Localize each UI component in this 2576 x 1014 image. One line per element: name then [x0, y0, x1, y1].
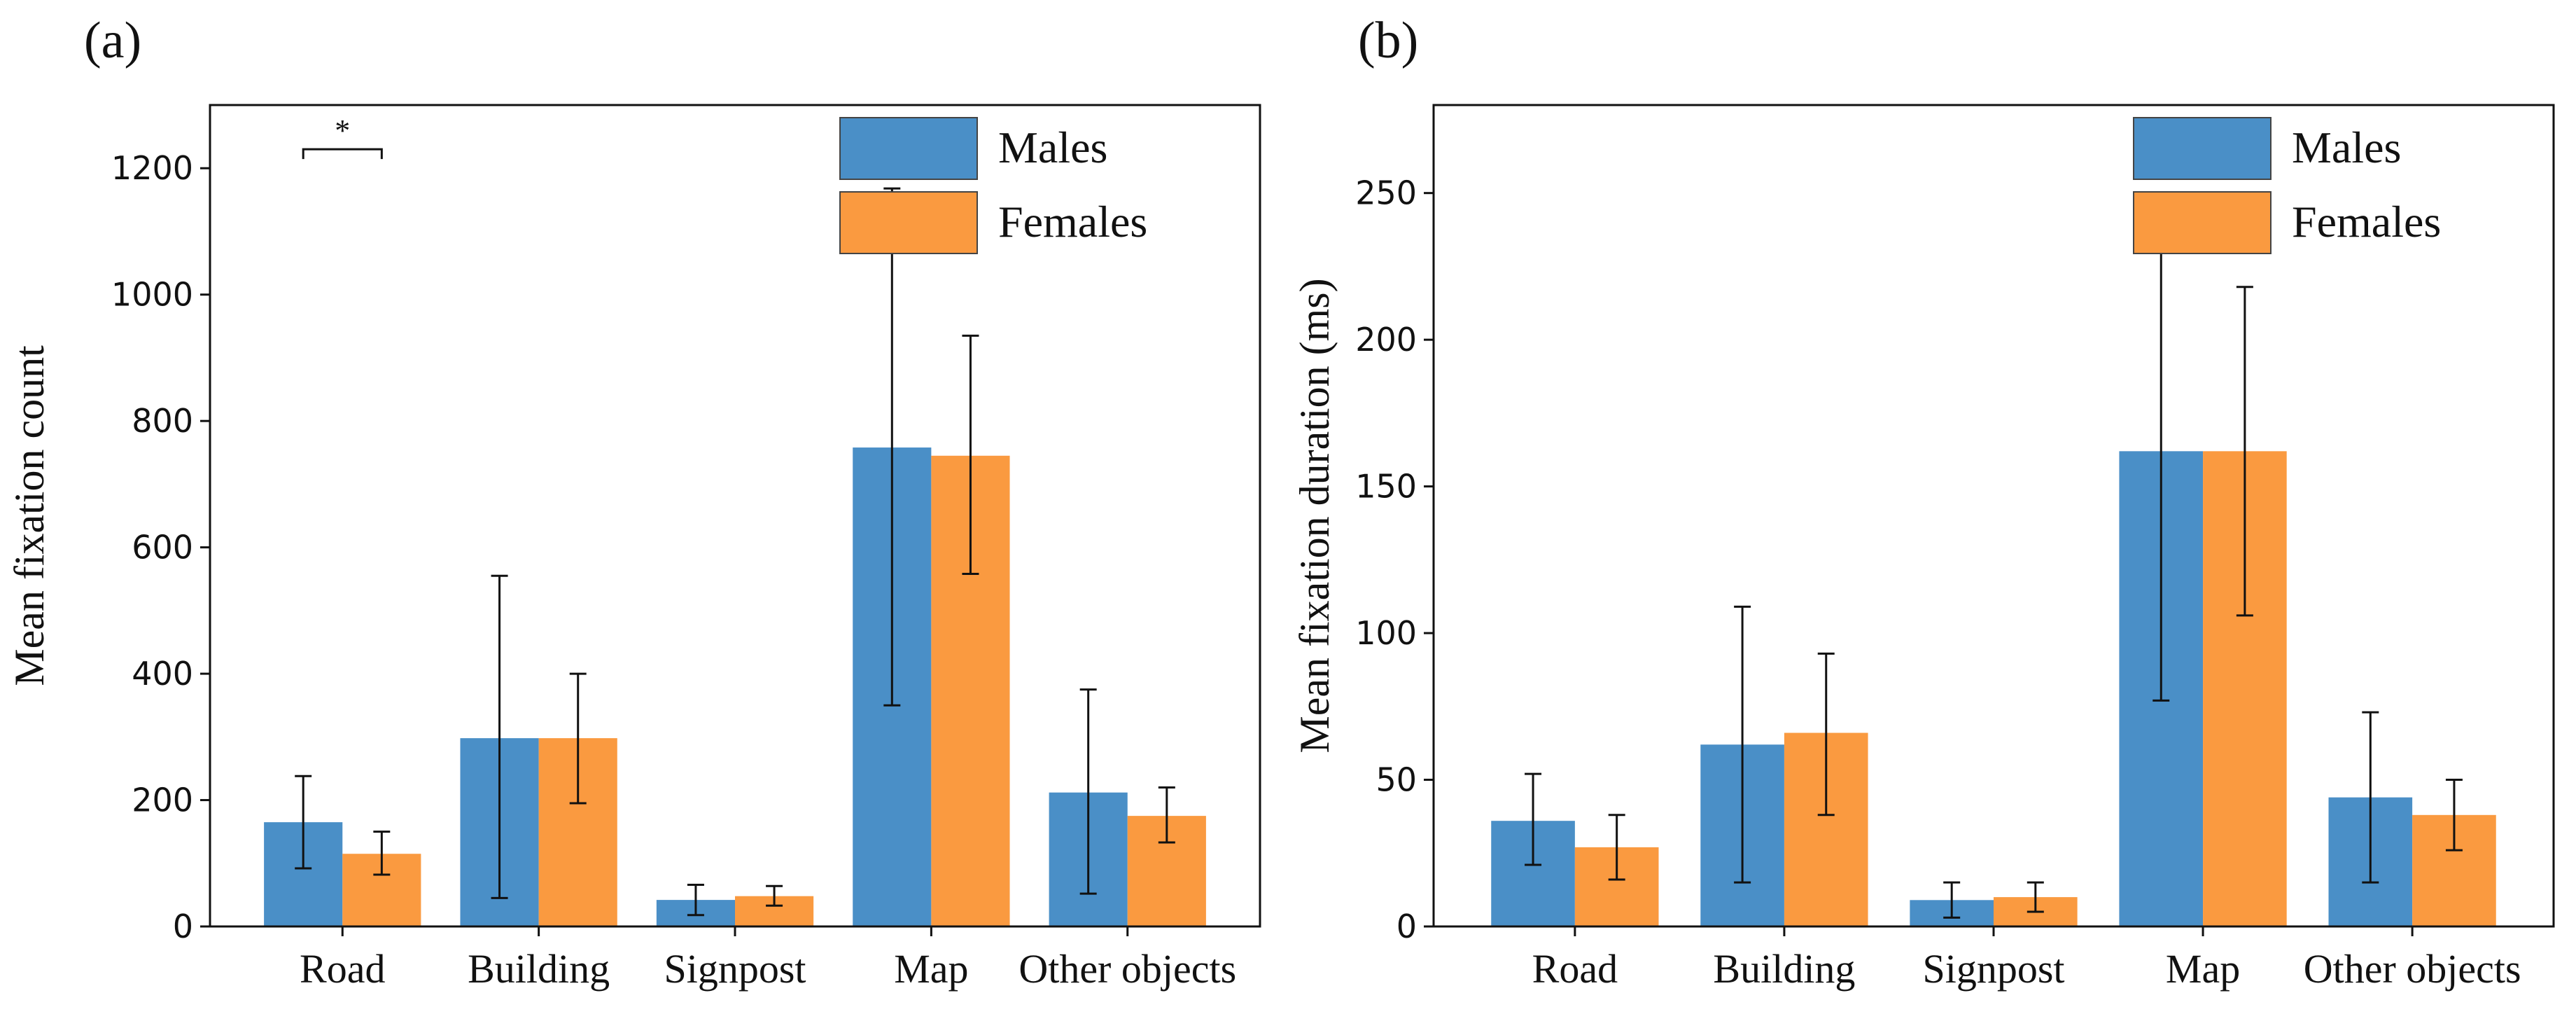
panel-label: (b) [1358, 12, 1418, 69]
error-bar [1525, 772, 1542, 866]
x-tick-label: Map [2166, 946, 2240, 992]
chart-panel-b: (b) 0 50 100 150 200 250 Road Building Signpost Ma… [1292, 12, 2555, 992]
legend-swatch-females [2133, 191, 2272, 254]
y-axis-label: Mean fixation count [6, 345, 52, 686]
x-tick-label: Building [468, 946, 610, 992]
x-tick-label: Map [894, 946, 968, 992]
series-males [264, 187, 1128, 926]
error-bar [1158, 786, 1175, 844]
error-bar [2362, 711, 2379, 884]
y-tick-label: 150 [1355, 468, 1417, 506]
error-bar [2445, 779, 2463, 852]
y-axis-label: Mean fixation duration (ms) [1292, 278, 1338, 753]
y-tick-label: 0 [173, 908, 193, 945]
y-tick-label: 800 [132, 402, 193, 440]
series-females [342, 334, 1206, 926]
x-tick-label: Building [1713, 946, 1855, 992]
significance-star: * [335, 113, 350, 148]
y-tick-label: 400 [132, 655, 193, 693]
x-tick-label: Signpost [1922, 946, 2064, 992]
series-males [1491, 197, 2413, 926]
y-tick-label: 200 [132, 782, 193, 819]
x-tick-label: Other objects [2304, 946, 2521, 992]
y-tick-label: 0 [1396, 908, 1417, 945]
error-bar [962, 334, 979, 576]
y-tick-label: 600 [132, 529, 193, 567]
legend-swatch-males [2133, 117, 2272, 180]
error-bar [1608, 814, 1625, 881]
y-tick-label: 1200 [111, 149, 193, 187]
legend-label-females: Females [998, 197, 1147, 246]
y-tick-label: 200 [1355, 321, 1417, 359]
x-tick-label: Other objects [1018, 946, 1236, 992]
error-bar [1734, 605, 1751, 884]
x-tick-label: Road [1532, 946, 1618, 992]
error-bar [373, 831, 391, 876]
error-bar [2236, 286, 2253, 617]
y-tick-label: 50 [1376, 761, 1417, 799]
panel-label: (a) [84, 12, 141, 69]
legend-label-females: Females [2292, 197, 2441, 246]
error-bar [687, 883, 704, 917]
legend: Males Females [2133, 117, 2441, 254]
legend-label-males: Males [998, 123, 1107, 172]
error-bar [2026, 881, 2044, 913]
y-tick-label: 250 [1355, 174, 1417, 212]
legend: Males Females [839, 117, 1147, 254]
y-tick-label: 1000 [111, 276, 193, 314]
series-females [1574, 286, 2496, 926]
legend-label-males: Males [2292, 123, 2401, 172]
error-bar [569, 672, 587, 805]
error-bar [295, 775, 312, 870]
x-tick-label: Signpost [664, 946, 806, 992]
error-bar [1943, 881, 1961, 919]
error-bar [1817, 652, 1835, 817]
error-bar [766, 884, 783, 907]
significance-bracket [302, 148, 383, 160]
significance-annotation: * [302, 113, 383, 160]
chart-panel-a: (a) 0 200 400 600 800 1000 1200 Road Building Sign… [6, 12, 1261, 992]
error-bar [1079, 688, 1097, 895]
x-tick-label: Road [300, 946, 385, 992]
error-bar [491, 574, 508, 899]
legend-swatch-females [839, 191, 978, 254]
y-tick-label: 100 [1355, 614, 1417, 652]
legend-swatch-males [839, 117, 978, 180]
error-bar [883, 187, 901, 707]
